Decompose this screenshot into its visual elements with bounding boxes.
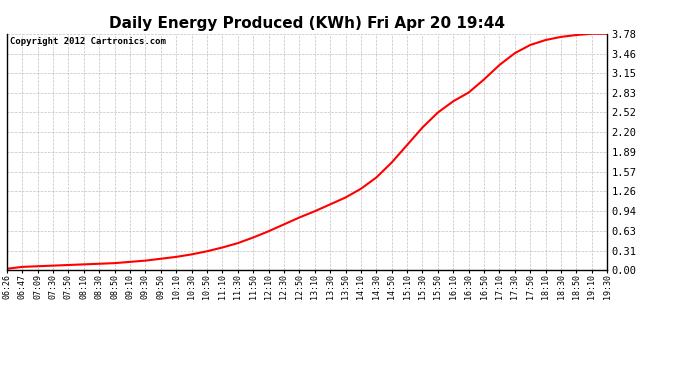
Text: Copyright 2012 Cartronics.com: Copyright 2012 Cartronics.com	[10, 37, 166, 46]
Title: Daily Energy Produced (KWh) Fri Apr 20 19:44: Daily Energy Produced (KWh) Fri Apr 20 1…	[109, 16, 505, 31]
